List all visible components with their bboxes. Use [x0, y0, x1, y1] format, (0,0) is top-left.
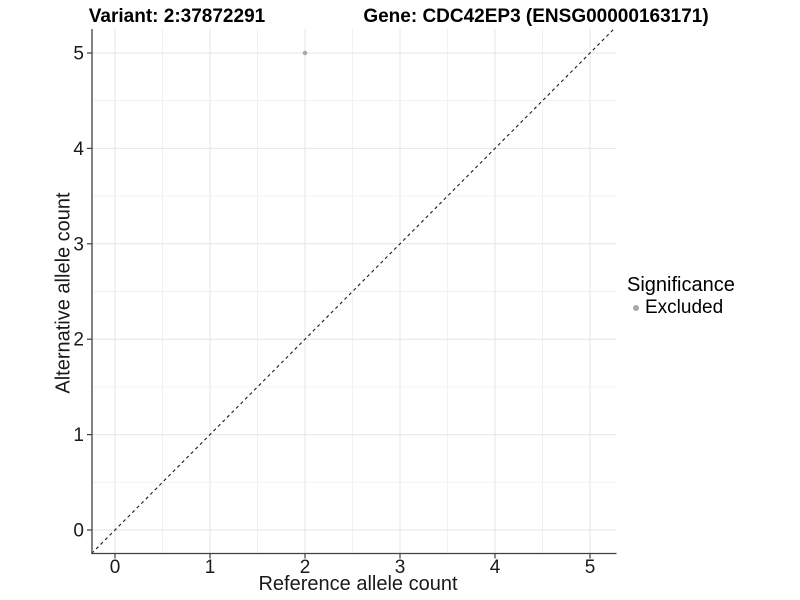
legend-entry-label: Excluded — [645, 297, 724, 318]
x-tick-label: 3 — [395, 557, 406, 578]
plot-title-variant: Variant: 2:37872291 — [88, 6, 266, 27]
y-tick-label: 2 — [73, 330, 84, 351]
y-tick-label: 4 — [73, 139, 84, 160]
y-tick-label: 0 — [73, 521, 84, 542]
plot-title-gene: Gene: CDC42EP3 (ENSG00000163171) — [363, 6, 709, 27]
legend: Significance Excluded — [627, 274, 735, 318]
legend-entry-excluded: Excluded — [633, 297, 735, 318]
x-tick-label: 1 — [205, 557, 216, 578]
x-axis-title: Reference allele count — [258, 573, 458, 595]
x-tick-label: 5 — [585, 557, 596, 578]
data-point-excluded — [302, 50, 308, 56]
x-tick-label: 0 — [110, 557, 121, 578]
y-tick-label: 3 — [73, 234, 84, 255]
y-tick-label: 1 — [73, 425, 84, 446]
x-tick-label: 2 — [300, 557, 311, 578]
x-tick-label: 4 — [490, 557, 501, 578]
legend-title: Significance — [627, 274, 735, 296]
y-tick-label: 5 — [73, 44, 84, 65]
y-axis-title: Alternative allele count — [52, 192, 75, 394]
excluded-point-icon — [633, 304, 639, 311]
identity-reference-line — [91, 28, 615, 554]
